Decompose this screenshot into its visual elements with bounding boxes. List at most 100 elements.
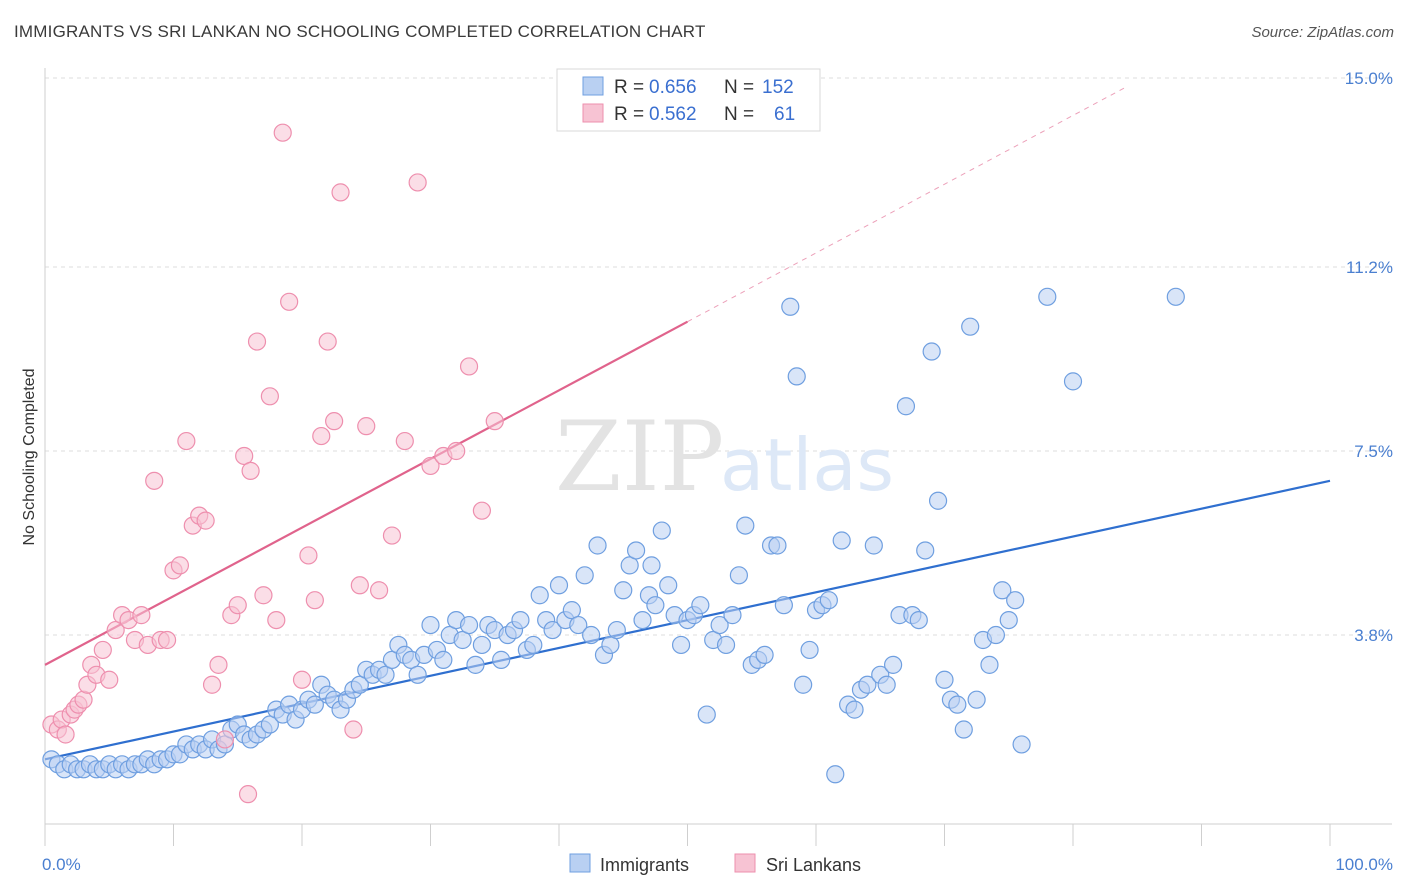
point-0-91 <box>626 541 646 560</box>
point-1-48 <box>344 720 363 739</box>
data-points <box>42 123 1185 804</box>
legend-r-value-1: 0.656 <box>649 77 697 98</box>
point-1-38 <box>267 610 286 630</box>
point-0-143 <box>961 317 980 336</box>
point-0-104 <box>710 615 729 635</box>
point-0-153 <box>1063 372 1083 391</box>
point-1-34 <box>241 461 260 480</box>
point-1-27 <box>196 511 215 530</box>
chart-source: Source: ZipAtlas.com <box>1251 24 1394 41</box>
legend-r-label-1: R = <box>614 77 644 98</box>
point-1-53 <box>395 431 414 451</box>
point-1-19 <box>145 471 164 490</box>
legend-r-value-2: 0.562 <box>649 104 697 125</box>
point-1-29 <box>209 655 228 674</box>
point-0-123 <box>832 531 851 550</box>
point-0-122 <box>826 765 845 784</box>
point-0-76 <box>530 586 549 605</box>
point-0-96 <box>659 576 678 595</box>
legend: R = 0.656 N = 152 R = 0.562 N = 61 <box>556 68 821 132</box>
point-0-61 <box>434 650 453 669</box>
legend-n-value-2: 61 <box>774 104 795 125</box>
point-0-154 <box>1166 287 1185 306</box>
trend-line-1 <box>44 320 689 666</box>
y-tick-label-1: 7.5% <box>1354 442 1393 461</box>
point-0-136 <box>916 541 935 560</box>
point-0-127 <box>858 675 877 694</box>
point-0-94 <box>646 596 665 615</box>
x-tick-label-0: 0.0% <box>42 855 81 874</box>
legend-n-value-1: 152 <box>762 77 794 98</box>
point-1-51 <box>370 581 389 600</box>
point-1-45 <box>318 332 337 351</box>
bottom-legend-sri-lankans: Sri Lankans <box>766 855 861 875</box>
point-1-17 <box>132 606 151 625</box>
point-1-49 <box>350 576 369 595</box>
point-1-50 <box>357 417 376 436</box>
point-0-117 <box>794 675 813 694</box>
point-0-41 <box>305 695 324 714</box>
point-0-70 <box>492 650 511 669</box>
point-0-89 <box>614 581 633 600</box>
point-0-59 <box>421 615 440 635</box>
point-0-147 <box>986 625 1006 645</box>
point-0-155 <box>642 556 661 575</box>
point-0-150 <box>1006 591 1025 610</box>
point-1-46 <box>325 412 344 431</box>
point-1-39 <box>273 123 292 142</box>
point-1-30 <box>215 730 234 749</box>
point-0-66 <box>466 655 485 674</box>
point-1-60 <box>485 412 504 431</box>
point-0-115 <box>781 297 800 316</box>
point-0-107 <box>729 566 749 585</box>
point-1-59 <box>472 501 491 520</box>
bottom-legend: Immigrants Sri Lankans <box>569 853 861 875</box>
point-0-98 <box>671 635 691 655</box>
y-tick-label-3: 15.0% <box>1345 69 1393 88</box>
legend-n-label-1: N = <box>724 77 754 98</box>
bottom-legend-swatch-sri-lankans <box>734 853 756 873</box>
point-0-138 <box>928 491 948 510</box>
point-0-105 <box>716 635 736 655</box>
point-0-130 <box>877 675 896 694</box>
point-0-139 <box>935 670 954 689</box>
point-0-102 <box>697 705 716 724</box>
point-0-148 <box>993 581 1012 600</box>
point-0-85 <box>588 536 607 555</box>
point-1-55 <box>421 456 440 476</box>
y-tick-label-2: 11.2% <box>1346 258 1393 277</box>
bottom-legend-swatch-immigrants <box>569 853 591 873</box>
point-0-79 <box>549 576 569 595</box>
point-1-23 <box>170 556 190 575</box>
point-0-83 <box>575 566 594 585</box>
grid-lines <box>45 77 1392 636</box>
watermark-zip: ZIP <box>555 401 724 513</box>
point-1-32 <box>228 596 247 615</box>
point-1-42 <box>299 546 318 565</box>
point-0-146 <box>980 655 999 674</box>
point-0-128 <box>864 536 883 555</box>
point-1-21 <box>157 630 177 650</box>
point-0-125 <box>845 700 864 719</box>
y-tick-label-0: 3.8% <box>1354 626 1393 645</box>
point-1-7 <box>74 690 93 709</box>
point-1-43 <box>305 591 324 610</box>
point-0-73 <box>511 610 530 630</box>
point-1-44 <box>312 426 331 446</box>
point-1-11 <box>93 640 112 660</box>
legend-r-label-2: R = <box>614 104 644 125</box>
point-1-3 <box>56 725 75 744</box>
point-0-133 <box>896 397 916 416</box>
point-0-106 <box>723 606 742 625</box>
point-1-28 <box>202 675 222 694</box>
point-1-57 <box>447 441 466 461</box>
point-0-111 <box>755 645 774 665</box>
point-0-92 <box>633 610 652 630</box>
point-0-135 <box>909 610 928 630</box>
point-1-35 <box>247 332 267 351</box>
point-0-131 <box>883 655 903 674</box>
point-0-121 <box>819 591 838 610</box>
x-tick-label-1: 100.0% <box>1335 855 1393 874</box>
point-0-152 <box>1038 287 1057 306</box>
